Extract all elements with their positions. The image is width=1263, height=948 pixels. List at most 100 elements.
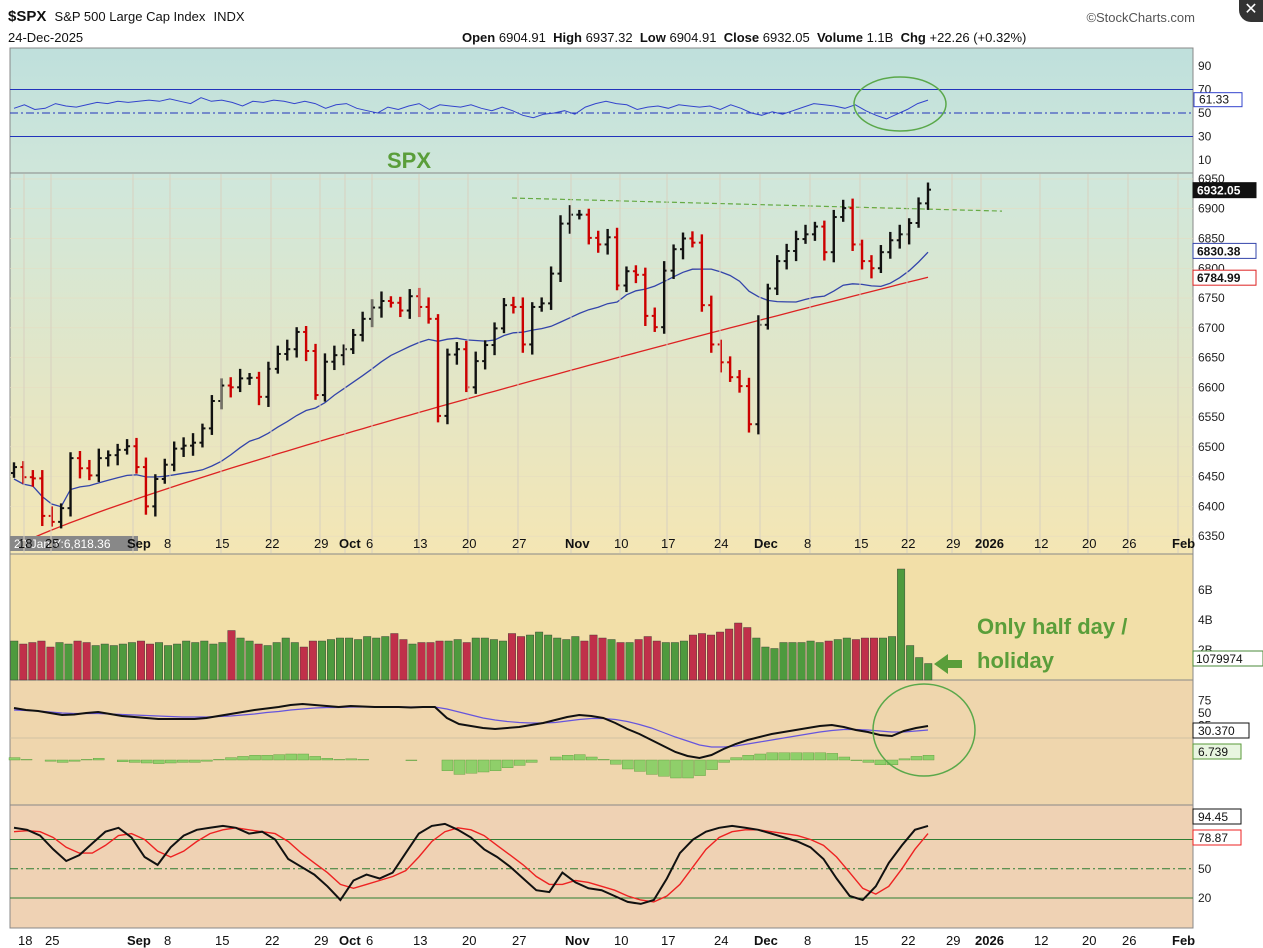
macd-histogram-bar [189, 759, 201, 763]
rsi-series [13, 97, 929, 120]
volume-bar [426, 642, 435, 681]
volume-bar [625, 642, 634, 681]
macd-histogram-bar [321, 758, 333, 761]
volume-bar [833, 639, 842, 681]
last-price-label: 6932.05 [1197, 184, 1241, 198]
volume-bar [679, 640, 688, 681]
volume-value-label: 1079974 [1196, 652, 1243, 666]
x-tick-label: Nov [565, 536, 590, 551]
x-tick-label-bottom: 20 [462, 933, 476, 948]
macd-histogram-bar [80, 759, 93, 761]
macd-histogram-bar [237, 756, 249, 761]
volume-bar [372, 637, 381, 681]
volume-bar [607, 639, 616, 681]
volume-bar [127, 642, 136, 681]
volume-bar [734, 622, 743, 681]
macd-histogram-bar [465, 759, 478, 774]
price-tick-label: 6350 [1198, 529, 1225, 543]
volume-bar [200, 640, 209, 681]
volume-bar [417, 642, 426, 681]
ma-fast-label: 6830.38 [1197, 244, 1241, 258]
volume-bar [136, 640, 145, 681]
price-tick-label: 6850 [1198, 231, 1225, 245]
exchange: INDX [213, 9, 245, 24]
volume-bar [363, 636, 372, 681]
macd-hist-box [1192, 743, 1242, 760]
volume-bar [399, 639, 408, 681]
close-icon[interactable]: ✕ [1239, 0, 1263, 22]
macd-histogram-bar [285, 753, 297, 761]
macd-histogram-bar [297, 753, 309, 761]
x-tick-label-bottom: 15 [215, 933, 229, 948]
volume-bar [462, 642, 471, 681]
stoch-d-label: 78.87 [1198, 831, 1228, 845]
stoch-k-box [1192, 808, 1242, 825]
macd-histogram-bar [549, 756, 562, 761]
x-tick-label-bottom: 25 [45, 933, 59, 948]
brand-link[interactable]: ©StockCharts.com [1086, 10, 1195, 25]
macd-histogram-bar [778, 752, 790, 761]
rsi-value-label: 61.33 [1199, 93, 1229, 107]
x-tick-label: 26 [1122, 536, 1136, 551]
x-tick-label: Sep [127, 536, 151, 551]
x-tick-label-bottom: 8 [164, 933, 171, 948]
macd-histogram-bar [562, 755, 574, 761]
hover-readout-box [10, 536, 138, 551]
macd-histogram-bar [273, 754, 285, 761]
volume-bar [345, 637, 354, 681]
volume-bar [28, 642, 37, 681]
rsi-highlight-circle [853, 76, 947, 132]
x-tick-label-bottom: 6 [366, 933, 373, 948]
x-tick-label: 18 [18, 536, 32, 551]
symbol: $SPX [8, 8, 47, 25]
macd-histogram-bar [92, 758, 105, 761]
close-label: Close [723, 30, 760, 45]
x-tick-label-bottom: Oct [339, 933, 361, 948]
x-tick-label: 15 [854, 536, 868, 551]
macd-histogram-bar [742, 755, 754, 761]
macd-histogram-bar [658, 759, 670, 777]
x-tick-label: 20 [1082, 536, 1096, 551]
macd-histogram-bar [441, 759, 454, 772]
x-tick-label: 17 [661, 536, 675, 551]
volume-bar [888, 636, 897, 681]
chart-date: 24-Dec-2025 [8, 30, 84, 45]
volume-bar [797, 642, 806, 681]
price-tick-label: 6900 [1198, 202, 1225, 216]
x-tick-label-bottom: 18 [18, 933, 32, 948]
macd-histogram-bar [153, 759, 165, 764]
rsi-panel [9, 47, 1194, 174]
macd-value-box [1192, 722, 1250, 739]
macd-histogram-bar [766, 752, 778, 761]
volume-bar [598, 637, 607, 681]
volume-bar [761, 646, 770, 681]
macd-line [13, 702, 929, 760]
volume-bar [64, 643, 73, 681]
rsi-tick-label: 30 [1198, 130, 1212, 144]
macd-histogram-bar [862, 759, 875, 763]
volume-bar [109, 645, 118, 681]
volume-tick-label: 4B [1198, 613, 1213, 627]
volume-bar [616, 642, 625, 681]
volume-bar [118, 643, 127, 681]
price-tick-label: 6450 [1198, 470, 1225, 484]
low-label: Low [639, 30, 666, 45]
volume-bar [299, 646, 308, 681]
x-tick-label-bottom: 15 [854, 933, 868, 948]
volume-bar [535, 631, 544, 681]
macd-histogram-bar [117, 759, 129, 762]
x-tick-label-bottom: Nov [565, 933, 590, 948]
x-tick-label-bottom: 27 [512, 933, 526, 948]
volume-bar [870, 637, 878, 681]
macd-tick-label: 50 [1198, 706, 1212, 720]
volume-bar [589, 634, 598, 681]
macd-signal-line [13, 706, 929, 748]
volume-bar [37, 640, 46, 681]
macd-histogram-bar [345, 758, 357, 761]
volume-bar [643, 636, 652, 681]
x-tick-label-bottom: 20 [1082, 933, 1096, 948]
volume-bar [82, 642, 91, 681]
volume-bar [19, 643, 28, 681]
x-tick-label-bottom: 10 [614, 933, 628, 948]
volume-bar [580, 640, 589, 681]
